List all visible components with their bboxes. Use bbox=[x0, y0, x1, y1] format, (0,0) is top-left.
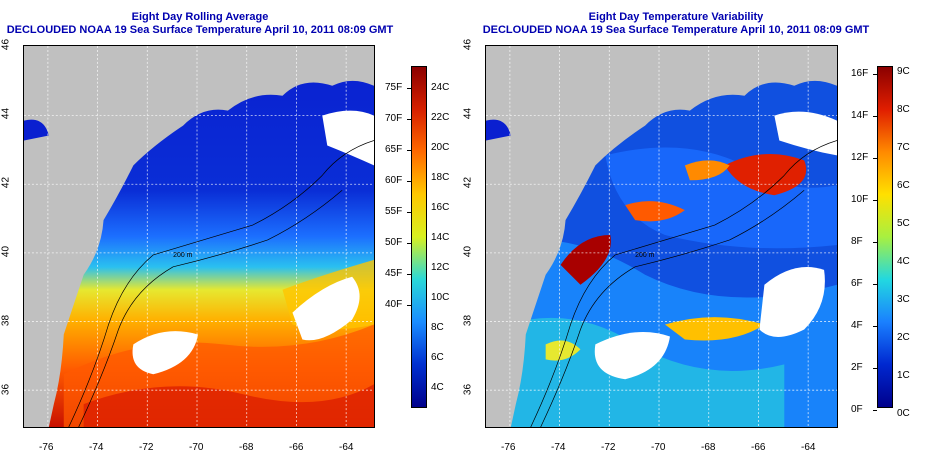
colorbar-fahrenheit-label: 60F bbox=[385, 175, 403, 186]
x-tick-label: -68 bbox=[239, 442, 254, 453]
x-tick-label: -64 bbox=[801, 442, 816, 453]
colorbar-fahrenheit-label: 45F bbox=[385, 268, 403, 279]
sst-variability-panel: Eight Day Temperature Variability DECLOU… bbox=[463, 0, 950, 475]
colorbar-celsius-label: 1C bbox=[897, 370, 910, 381]
colorbar-tick bbox=[407, 243, 411, 244]
y-tick-label: 38 bbox=[462, 314, 474, 327]
colorbar-fahrenheit-label: 12F bbox=[851, 152, 869, 163]
colorbar-celsius-label: 22C bbox=[431, 112, 450, 123]
x-tick-label: -74 bbox=[551, 442, 566, 453]
colorbar-tick bbox=[873, 326, 877, 327]
colorbar-celsius-label: 10C bbox=[431, 292, 450, 303]
colorbar-celsius-label: 3C bbox=[897, 294, 910, 305]
colorbar-fahrenheit-label: 16F bbox=[851, 68, 869, 79]
x-tick-label: -70 bbox=[651, 442, 666, 453]
colorbar-tick bbox=[873, 242, 877, 243]
colorbar-celsius-label: 16C bbox=[431, 202, 450, 213]
colorbar-celsius-label: 0C bbox=[897, 408, 910, 419]
colorbar-tick bbox=[873, 116, 877, 117]
colorbar-celsius-label: 20C bbox=[431, 142, 450, 153]
colorbar-celsius-label: 8C bbox=[897, 104, 910, 115]
colorbar-celsius-label: 24C bbox=[431, 82, 450, 93]
map-title: Eight Day Temperature Variability bbox=[588, 11, 764, 23]
y-tick-label: 44 bbox=[0, 107, 12, 120]
colorbar-tick bbox=[407, 305, 411, 306]
colorbar-tick bbox=[873, 200, 877, 201]
sst-average-map-graphic: 200 m bbox=[24, 46, 374, 427]
colorbar-tick bbox=[407, 150, 411, 151]
sst-variability-map-graphic: 200 m bbox=[486, 46, 837, 427]
colorbar-fahrenheit-label: 65F bbox=[385, 144, 403, 155]
sst-average-map: 200 m bbox=[23, 45, 375, 428]
colorbar-fahrenheit-label: 0F bbox=[851, 404, 863, 415]
colorbar-celsius-label: 5C bbox=[897, 218, 910, 229]
colorbar-fahrenheit-label: 40F bbox=[385, 299, 403, 310]
map-title: Eight Day Rolling Average bbox=[131, 11, 269, 23]
colorbar-celsius-label: 4C bbox=[431, 382, 444, 393]
colorbar-tick bbox=[873, 158, 877, 159]
colorbar-celsius-label: 4C bbox=[897, 256, 910, 267]
y-tick-label: 36 bbox=[0, 383, 12, 396]
colorbar-tick bbox=[407, 119, 411, 120]
y-tick-label: 38 bbox=[0, 314, 12, 327]
colorbar-fahrenheit-label: 75F bbox=[385, 82, 403, 93]
colorbar-fahrenheit-label: 50F bbox=[385, 237, 403, 248]
x-tick-label: -76 bbox=[501, 442, 516, 453]
y-tick-label: 36 bbox=[462, 383, 474, 396]
colorbar-celsius-label: 18C bbox=[431, 172, 450, 183]
x-tick-label: -68 bbox=[701, 442, 716, 453]
colorbar-tick bbox=[407, 212, 411, 213]
sst-average-panel: Eight Day Rolling Average DECLOUDED NOAA… bbox=[0, 11, 450, 453]
colorbar-fahrenheit-label: 8F bbox=[851, 236, 863, 247]
colorbar-tick bbox=[873, 410, 877, 411]
colorbar-fahrenheit-label: 70F bbox=[385, 113, 403, 124]
colorbar-celsius-label: 7C bbox=[897, 142, 910, 153]
y-tick-label: 46 bbox=[0, 38, 12, 51]
x-tick-label: -72 bbox=[139, 442, 154, 453]
colorbar-tick bbox=[873, 368, 877, 369]
map-subtitle: DECLOUDED NOAA 19 Sea Surface Temperatur… bbox=[482, 24, 870, 36]
colorbar-fahrenheit-label: 14F bbox=[851, 110, 869, 121]
x-tick-label: -72 bbox=[601, 442, 616, 453]
colorbar-fahrenheit-label: 4F bbox=[851, 320, 863, 331]
colorbar-celsius-label: 8C bbox=[431, 322, 444, 333]
x-tick-label: -66 bbox=[751, 442, 766, 453]
x-tick-label: -66 bbox=[289, 442, 304, 453]
colorbar-celsius-label: 12C bbox=[431, 262, 450, 273]
y-tick-label: 42 bbox=[462, 176, 474, 189]
y-tick-label: 40 bbox=[0, 245, 12, 258]
x-tick-label: -70 bbox=[189, 442, 204, 453]
colorbar-celsius-label: 2C bbox=[897, 332, 910, 343]
colorbar-celsius-label: 6C bbox=[431, 352, 444, 363]
depth-label: 200 m bbox=[635, 252, 655, 259]
colorbar-fahrenheit-label: 6F bbox=[851, 278, 863, 289]
colorbar-celsius-label: 14C bbox=[431, 232, 450, 243]
colorbar-celsius-label: 9C bbox=[897, 66, 910, 77]
depth-label: 200 m bbox=[173, 252, 193, 259]
map-subtitle: DECLOUDED NOAA 19 Sea Surface Temperatur… bbox=[6, 24, 394, 36]
y-tick-label: 42 bbox=[0, 176, 12, 189]
colorbar-tick bbox=[873, 284, 877, 285]
colorbar-fahrenheit-label: 55F bbox=[385, 206, 403, 217]
variability-colorbar bbox=[877, 66, 893, 408]
colorbar-fahrenheit-label: 10F bbox=[851, 194, 869, 205]
y-tick-label: 40 bbox=[462, 245, 474, 258]
y-tick-label: 44 bbox=[462, 107, 474, 120]
x-tick-label: -74 bbox=[89, 442, 104, 453]
colorbar-tick bbox=[407, 88, 411, 89]
temperature-colorbar bbox=[411, 66, 427, 408]
y-tick-label: 46 bbox=[462, 38, 474, 51]
x-tick-label: -76 bbox=[39, 442, 54, 453]
colorbar-celsius-label: 6C bbox=[897, 180, 910, 191]
colorbar-tick bbox=[407, 181, 411, 182]
colorbar-tick bbox=[407, 274, 411, 275]
colorbar-fahrenheit-label: 2F bbox=[851, 362, 863, 373]
colorbar-tick bbox=[873, 74, 877, 75]
sst-variability-map: 200 m bbox=[485, 45, 838, 428]
x-tick-label: -64 bbox=[339, 442, 354, 453]
